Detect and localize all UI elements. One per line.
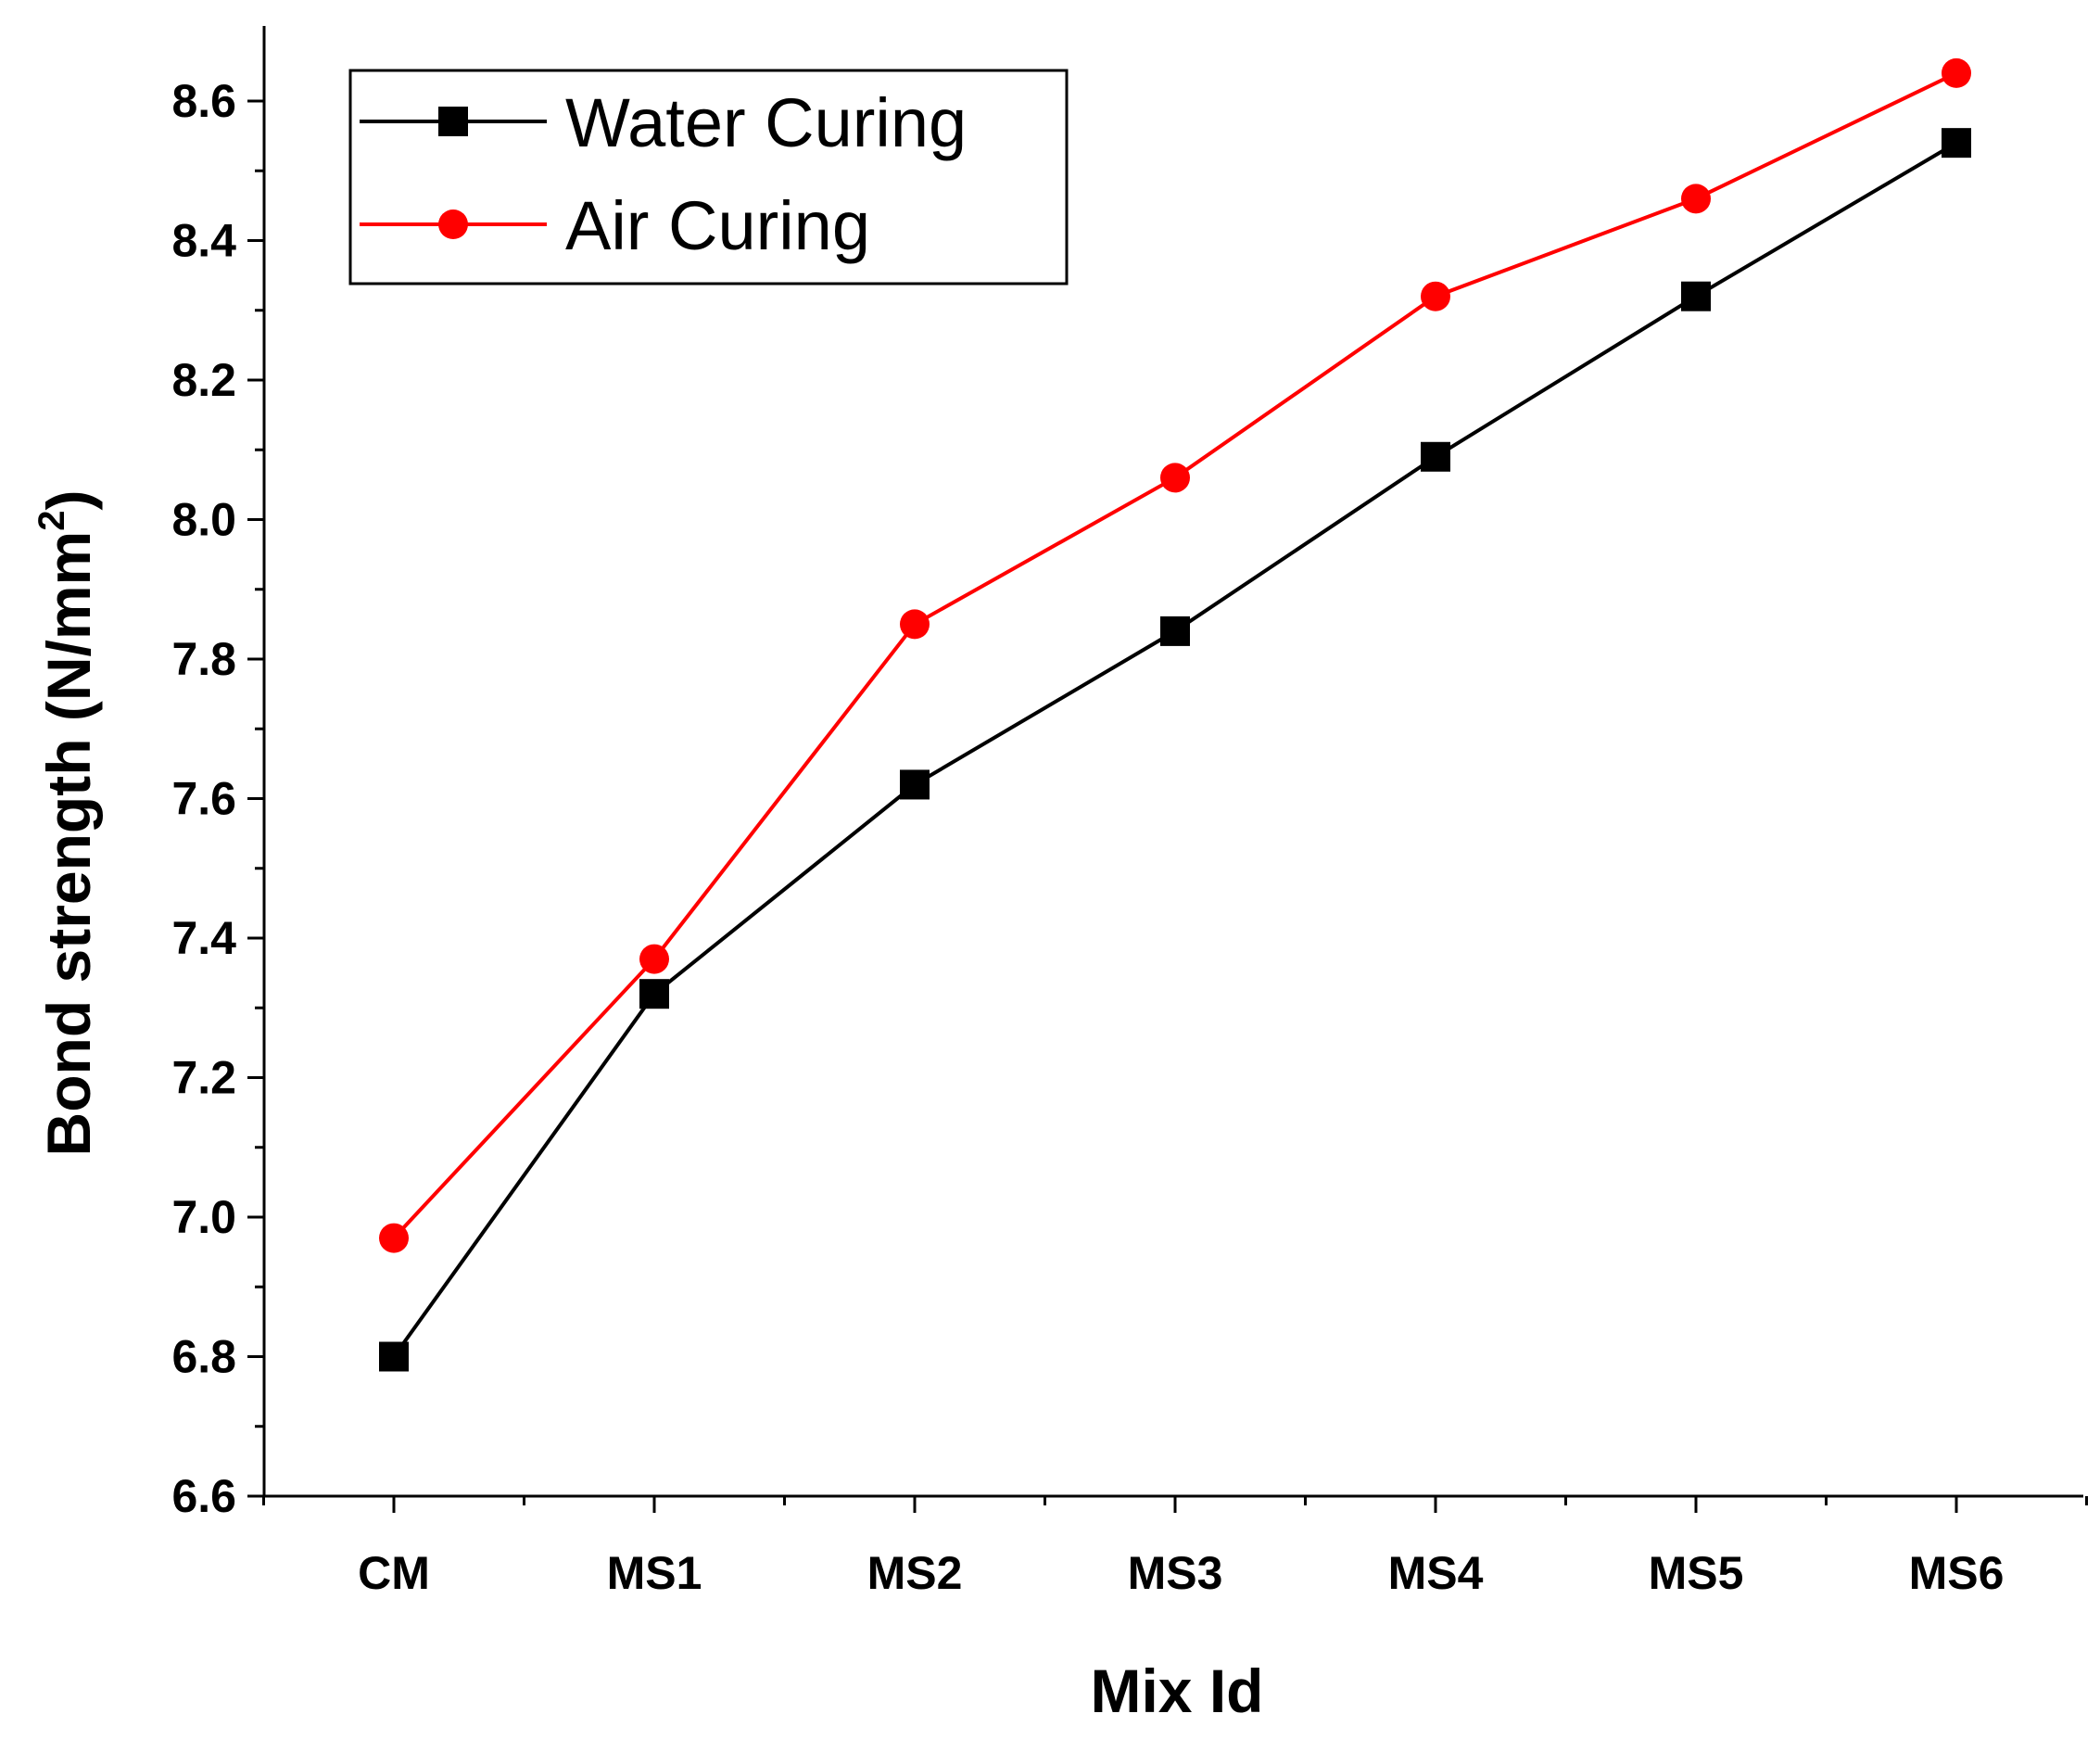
legend-air-marker [438, 209, 468, 239]
y-axis-title-close: ) [34, 490, 103, 511]
data-point-air-MS3 [1160, 463, 1190, 493]
x-tick-label: MS3 [1128, 1547, 1223, 1599]
data-point-air-MS2 [900, 609, 930, 640]
x-axis-title: Mix Id [1090, 1656, 1263, 1725]
data-point-water-MS1 [639, 979, 669, 1009]
y-tick-label: 8.6 [171, 75, 236, 127]
y-axis-title-main: Bond strength (N/mm [34, 531, 103, 1157]
y-tick-label: 8.2 [171, 354, 236, 406]
x-tick-label: MS2 [867, 1547, 963, 1599]
x-tick-label: MS4 [1388, 1547, 1484, 1599]
series-layer [379, 57, 1971, 1372]
x-tick-label: MS6 [1909, 1547, 2005, 1599]
y-tick-label: 8.4 [171, 215, 236, 267]
data-point-water-MS3 [1160, 616, 1190, 646]
y-tick-label: 8.0 [171, 494, 236, 546]
y-tick-label: 7.4 [171, 912, 236, 964]
legend-frame [348, 69, 1069, 286]
data-point-air-MS4 [1421, 281, 1450, 311]
ticks: 6.6 6.8 7.0 7.2 7.4 7.6 7.8 8.0 8.2 8.4 8.6 CM MS1 MS… [171, 75, 2088, 1599]
y-axis-title-superscript: 2 [32, 511, 72, 531]
x-tick-label: MS1 [607, 1547, 702, 1599]
data-point-water-MS6 [1942, 128, 1971, 159]
data-point-air-MS6 [1942, 57, 1971, 88]
y-tick-label: 6.6 [171, 1470, 236, 1522]
data-point-air-MS1 [639, 944, 669, 974]
legend: Water Curing Air Curing [348, 69, 1069, 286]
series-line-0 [392, 141, 1958, 1358]
y-tick-label: 7.2 [171, 1052, 236, 1104]
data-point-air-MS5 [1681, 184, 1711, 214]
legend-water-marker [438, 107, 468, 136]
data-point-water-MS2 [900, 769, 930, 800]
data-point-air-CM [379, 1223, 409, 1253]
data-point-water-MS5 [1681, 281, 1711, 311]
data-point-water-MS4 [1421, 441, 1450, 472]
legend-water-label: Water Curing [565, 84, 967, 161]
data-point-water-CM [379, 1341, 409, 1372]
y-tick-label: 7.8 [171, 633, 236, 685]
legend-air-label: Air Curing [565, 187, 870, 264]
y-tick-label: 7.0 [171, 1191, 236, 1243]
y-tick-label: 7.6 [171, 773, 236, 825]
x-tick-label: MS5 [1649, 1547, 1744, 1599]
x-tick-label: CM [358, 1547, 430, 1599]
y-axis-title: Bond strength (N/mm2) [32, 490, 103, 1157]
y-tick-label: 6.8 [171, 1331, 236, 1383]
